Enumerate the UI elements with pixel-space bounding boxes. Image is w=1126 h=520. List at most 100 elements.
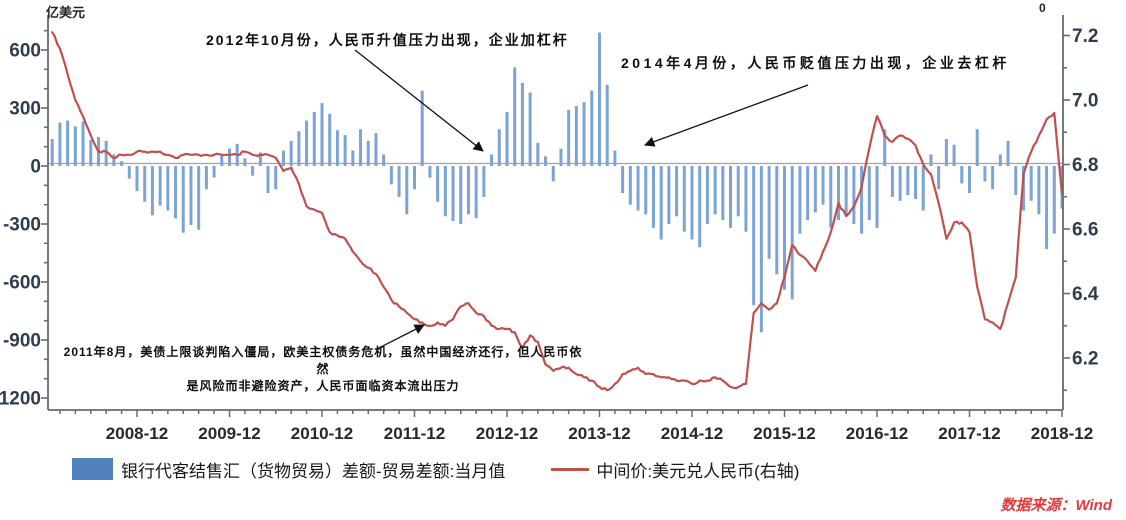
bar	[359, 129, 363, 166]
bar	[736, 166, 740, 217]
bar	[127, 166, 131, 179]
bar	[420, 90, 424, 166]
bar	[112, 154, 116, 166]
bar	[228, 148, 231, 166]
bar	[875, 166, 879, 228]
bar	[89, 139, 93, 166]
line-series-swatch-icon	[551, 467, 590, 471]
left-axis-unit-label: 亿美元	[46, 5, 86, 20]
bar	[598, 32, 601, 166]
annotation-2014-depreciation: 2014年4月份，人民币贬值压力出现，企业去杠杆	[621, 55, 1010, 71]
x-axis-tick-label: 2010-12	[291, 424, 353, 443]
bar	[466, 166, 470, 215]
bar	[289, 140, 293, 166]
bar	[181, 166, 185, 233]
bar	[605, 84, 609, 166]
bar	[968, 166, 971, 194]
top-right-zero-label: 0	[1039, 1, 1046, 15]
bar	[104, 140, 108, 166]
right-axis-tick-label: 6.2	[1072, 349, 1098, 370]
bar	[366, 140, 370, 166]
bar	[490, 154, 494, 166]
bar	[821, 166, 825, 205]
bar	[914, 166, 918, 199]
bar	[551, 166, 555, 182]
left-axis-tick-label: 0	[30, 157, 41, 178]
bar	[983, 166, 987, 182]
bar	[459, 166, 463, 224]
bar	[574, 106, 578, 166]
bar	[613, 150, 617, 166]
bar	[944, 138, 948, 166]
bar	[752, 166, 756, 306]
bar	[667, 166, 671, 224]
bar	[305, 120, 309, 166]
bar	[783, 166, 786, 290]
bar	[81, 121, 85, 166]
bar	[328, 113, 332, 166]
bar	[66, 120, 70, 166]
bar	[1037, 166, 1041, 215]
bar	[759, 166, 763, 333]
left-axis-tick-label: -300	[3, 215, 41, 236]
bar	[413, 166, 416, 190]
right-axis-tick-label: 7.0	[1072, 91, 1098, 112]
bar	[120, 161, 124, 166]
bar	[1006, 140, 1010, 166]
right-axis-tick-label: 6.8	[1072, 155, 1098, 176]
bar	[744, 166, 748, 232]
bar	[767, 166, 771, 259]
bar	[621, 166, 625, 194]
bar	[281, 150, 285, 166]
legend: 银行代客结售汇（货物贸易）差额-贸易差额:当月值 中间价:美元兑人民币(右轴)	[72, 455, 799, 483]
bar	[729, 166, 733, 228]
bar	[852, 166, 856, 224]
bar	[335, 130, 339, 166]
bar	[312, 111, 316, 166]
bar	[258, 152, 262, 166]
bar	[536, 142, 540, 166]
x-axis-tick-label: 2013-12	[568, 424, 630, 443]
bar	[428, 166, 432, 178]
bar	[474, 166, 478, 219]
bar	[567, 109, 571, 166]
bar	[220, 154, 224, 166]
bar	[50, 138, 54, 166]
bar	[513, 67, 517, 166]
bar	[890, 166, 894, 197]
bar	[952, 144, 956, 166]
x-axis-tick-label: 2008-12	[106, 424, 168, 443]
left-axis-tick-label: -900	[3, 331, 41, 352]
axes: 600 300 0 -300 -600 -900 1200 7.2 7.0 6.8 6.6 6.4 6.…	[0, 15, 1099, 443]
bar	[351, 150, 355, 166]
bar	[166, 166, 170, 211]
bar	[829, 166, 833, 228]
bar	[675, 166, 679, 217]
bar	[682, 166, 686, 232]
bar	[906, 166, 910, 195]
bar	[150, 166, 154, 216]
line-series-legend-label: 中间价:美元兑人民币(右轴)	[596, 461, 800, 481]
bar	[628, 166, 632, 205]
bar	[251, 166, 255, 176]
bar	[698, 166, 702, 248]
bar	[451, 166, 455, 222]
bar	[174, 166, 178, 219]
bar	[798, 166, 802, 234]
right-axis-tick-label: 6.6	[1072, 220, 1098, 241]
bar	[651, 166, 655, 228]
bar	[73, 126, 77, 166]
bar-series-swatch-icon	[72, 458, 113, 480]
bar	[775, 166, 779, 275]
left-axis-tick-label: 300	[9, 99, 41, 120]
bar	[721, 166, 725, 221]
bar	[297, 131, 301, 166]
bar	[482, 166, 486, 197]
bar	[389, 166, 393, 185]
bar	[204, 166, 208, 190]
arrow-2014-icon	[644, 84, 809, 147]
bar	[867, 166, 871, 221]
bar	[690, 166, 694, 240]
bar-series-legend-label: 银行代客结售汇（货物贸易）差额-贸易差额:当月值	[121, 461, 506, 481]
